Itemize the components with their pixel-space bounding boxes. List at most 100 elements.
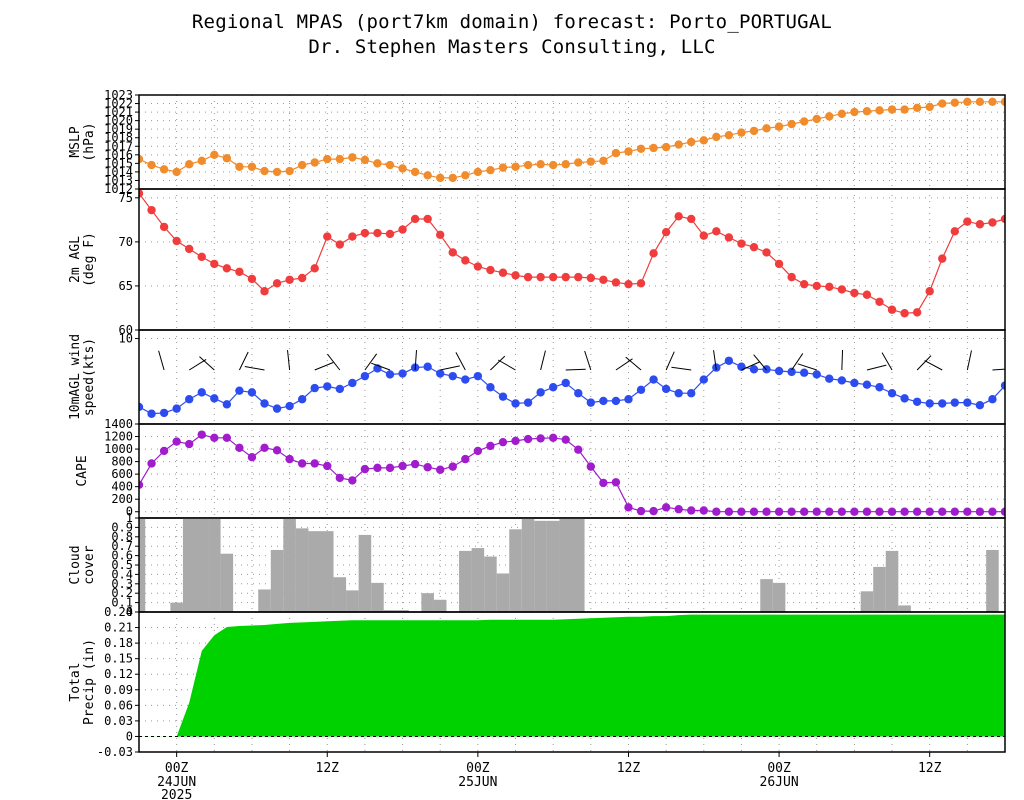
mslp-point <box>749 126 759 136</box>
wind-point <box>912 397 922 406</box>
y-axis-label: 10mAGL wind <box>68 334 83 420</box>
y-tick-label: 200 <box>111 492 133 506</box>
mslp-point <box>335 154 345 164</box>
y-tick-label: 1022 <box>104 97 133 111</box>
y-tick-label: 1017 <box>104 139 133 153</box>
y-axis-label: 2m AGL <box>68 236 83 283</box>
cloud-bar <box>496 573 510 612</box>
wind-panel: 10 10mAGL wind speed(kts) <box>68 329 1018 425</box>
cape-point <box>1013 508 1021 516</box>
wind-point <box>749 365 759 374</box>
mslp-point <box>285 166 294 176</box>
cape-point <box>925 507 934 516</box>
mslp-point <box>624 147 633 156</box>
temp-point <box>210 259 219 269</box>
y-tick-label: 70 <box>119 235 133 249</box>
temp-point <box>461 256 470 265</box>
temp-point <box>348 232 357 241</box>
cloud-bar <box>220 553 234 612</box>
y-tick-label: 1021 <box>104 105 133 119</box>
y-tick-label: 0.9 <box>111 520 133 534</box>
temp-point <box>599 275 608 284</box>
wind-point <box>724 356 734 365</box>
temp-point <box>297 273 307 283</box>
mslp-point <box>536 160 545 169</box>
wind-barb <box>791 353 804 371</box>
wind-point <box>925 399 934 408</box>
mslp-point <box>561 160 570 169</box>
mslp-point <box>222 154 232 163</box>
cape-point <box>699 506 708 515</box>
wind-barb <box>188 358 207 371</box>
wind-point <box>486 383 495 392</box>
wind-barb <box>1011 351 1018 370</box>
cape-point <box>222 433 232 442</box>
cloud-bar <box>283 518 296 612</box>
mslp-point <box>787 119 796 129</box>
temp-point <box>561 272 570 282</box>
x-tick-label: 12Z <box>316 761 340 776</box>
x-date-label: 25JUN <box>458 775 497 790</box>
cloud-bar <box>170 602 183 612</box>
cloud-bar <box>396 610 409 612</box>
temp-point <box>159 222 169 232</box>
temp-frame <box>138 188 1006 331</box>
mslp-series <box>139 97 1005 183</box>
mslp-point <box>210 150 219 160</box>
wind-point <box>423 362 432 371</box>
y-tick-label: 0.5 <box>111 558 133 572</box>
mslp-point <box>737 128 746 137</box>
mslp-point <box>172 167 181 177</box>
wind-point <box>950 398 959 407</box>
cloud-bar <box>358 534 372 612</box>
cape-frame <box>138 423 1006 519</box>
mslp-point <box>674 140 683 149</box>
mslp-point <box>523 160 533 170</box>
temp-point <box>812 281 821 291</box>
y-axis-label: MSLP <box>68 126 83 157</box>
cape-point <box>147 459 156 468</box>
cape-point <box>373 463 382 473</box>
temp-point <box>950 227 959 236</box>
temp-point <box>398 225 407 234</box>
temp-point <box>938 254 947 263</box>
y-axis-label: (deg F) <box>82 232 97 287</box>
cape-point <box>887 507 897 516</box>
temp-point <box>862 290 872 299</box>
cape-point <box>548 433 558 442</box>
temp-point <box>436 230 445 240</box>
y-tick-label: 1016 <box>104 148 133 162</box>
y-tick-label: 0.1 <box>111 596 133 610</box>
cloud-bar <box>195 518 209 612</box>
mslp-point <box>649 143 658 153</box>
temp-point <box>699 231 708 240</box>
wind-barb <box>455 352 466 371</box>
temp-point <box>247 274 257 284</box>
temp-point <box>285 275 294 284</box>
cape-point <box>636 506 646 516</box>
y-tick-label: 800 <box>111 455 133 469</box>
cape-point <box>360 464 370 474</box>
cape-point <box>247 453 257 462</box>
wind-point <box>636 385 646 395</box>
temp-point <box>523 272 533 282</box>
wind-barb <box>440 365 460 371</box>
cloud-bar <box>258 589 271 612</box>
mslp-point <box>900 105 909 114</box>
temp-point <box>749 242 759 252</box>
cape-point <box>611 478 621 487</box>
y-tick-label: 0.09 <box>104 683 133 697</box>
wind-barb <box>625 356 642 371</box>
mslp-point <box>950 98 959 107</box>
wind-point <box>649 375 658 384</box>
temp-point <box>147 205 156 215</box>
temp-point <box>649 249 658 258</box>
wind-point <box>850 378 859 388</box>
temp-point <box>548 272 558 282</box>
temp-panel: 60 65 70 75 2m AGL (deg F) <box>68 188 1006 337</box>
y-axis-label: (hPa) <box>82 122 97 161</box>
wind-barb <box>287 350 291 371</box>
x-date-label: 24JUN <box>157 775 196 790</box>
y-tick-label: 0.21 <box>104 621 133 635</box>
